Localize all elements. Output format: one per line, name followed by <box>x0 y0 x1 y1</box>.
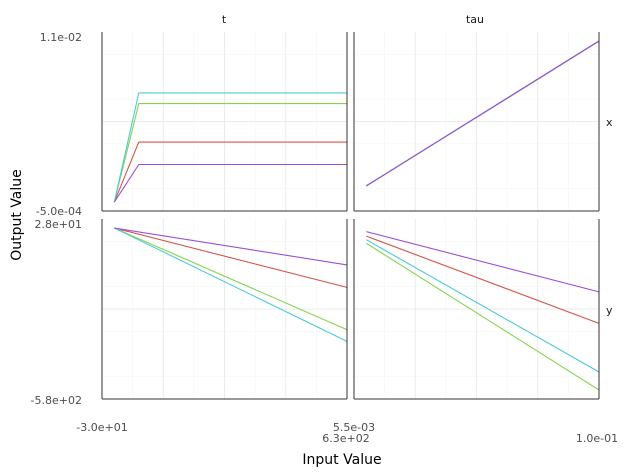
x-tick-label: 1.0e-01 <box>576 432 618 445</box>
series-line <box>114 227 348 288</box>
y-tick-label: -5.0e-04 <box>36 205 82 218</box>
series-line <box>366 40 600 187</box>
series-line <box>114 227 348 331</box>
series-line <box>114 227 348 266</box>
panel-borders <box>101 32 600 400</box>
x-tick-label: -3.0e+01 <box>76 421 127 434</box>
x-tick-label: 6.3e+02 <box>322 432 369 445</box>
series-lines <box>113 40 600 391</box>
y-tick-label: 1.1e-02 <box>40 31 82 44</box>
facet-strip-tau: tau <box>466 13 484 26</box>
facet-strip-x: x <box>606 116 613 129</box>
facet-strip-t: t <box>222 13 227 26</box>
series-line <box>113 163 347 203</box>
series-line <box>366 235 600 324</box>
y-tick-label: 2.8e+01 <box>35 218 82 231</box>
grid-layer <box>102 32 599 399</box>
x-tick-label: 5.5e-03 <box>333 421 375 434</box>
y-tick-label: -5.8e+02 <box>31 394 82 407</box>
y-axis-title: Output Value <box>9 169 25 261</box>
series-line <box>366 231 600 293</box>
series-line <box>113 103 347 203</box>
series-line <box>113 141 347 203</box>
facet-strip-y: y <box>606 304 613 317</box>
series-line <box>366 239 600 373</box>
series-line <box>366 242 600 391</box>
x-axis-title: Input Value <box>302 452 381 468</box>
series-line <box>113 92 347 203</box>
series-line <box>114 227 348 342</box>
